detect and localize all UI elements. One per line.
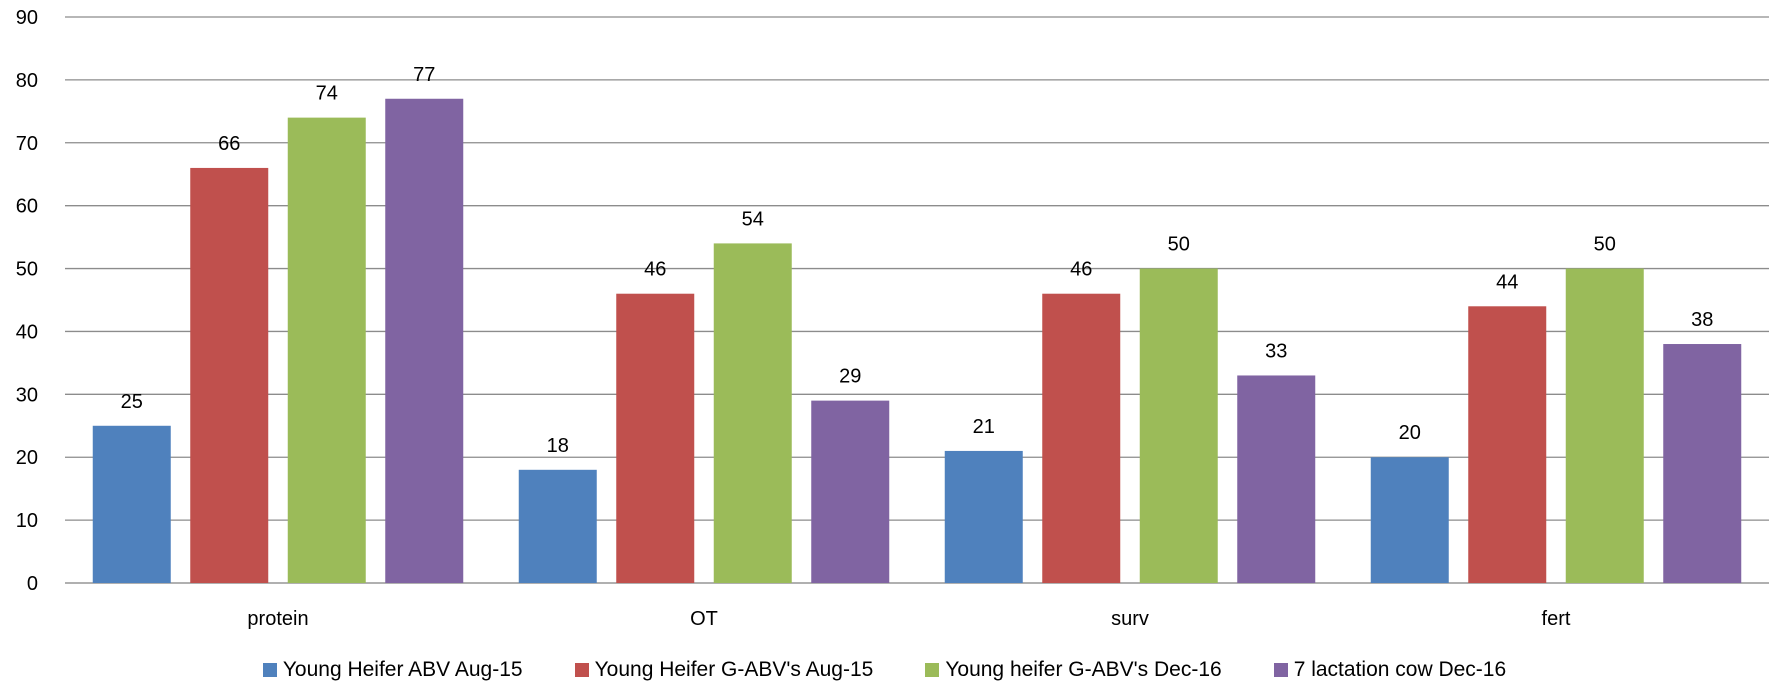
x-tick-label: surv — [1111, 608, 1149, 630]
bar-OT-series-4 — [811, 400, 890, 583]
data-label: 77 — [413, 64, 435, 86]
y-tick-label: 50 — [16, 259, 38, 281]
bar-OT-series-2 — [616, 293, 695, 583]
x-axis-ticks: protein OT surv fert — [247, 608, 1570, 630]
bar-fert-series-3 — [1565, 268, 1644, 583]
chart: 0 10 20 30 40 50 60 70 80 90 25 66 74 77 18 46 54 29 21 46… — [16, 7, 1769, 630]
legend-swatch — [1273, 663, 1288, 677]
bar-fert-series-2 — [1468, 306, 1547, 583]
data-label: 38 — [1691, 309, 1713, 331]
legend: Young Heifer ABV Aug-15 Young Heifer G-AB… — [0, 655, 1769, 685]
legend-item: 7 lactation cow Dec-16 — [1273, 655, 1507, 685]
x-tick-label: fert — [1542, 608, 1571, 630]
y-tick-label: 90 — [16, 7, 38, 29]
bar-surv-series-1 — [944, 450, 1023, 583]
bar-protein-series-2 — [190, 167, 269, 583]
data-label: 33 — [1265, 340, 1287, 362]
legend-label: Young heifer G-ABV's Dec-16 — [945, 658, 1222, 681]
bar-surv-series-2 — [1042, 293, 1121, 583]
data-label: 66 — [218, 133, 240, 155]
bar-OT-series-1 — [518, 469, 597, 583]
data-label: 46 — [644, 259, 666, 281]
x-tick-label: protein — [247, 608, 308, 630]
bar-OT-series-3 — [713, 243, 792, 583]
y-axis-ticks: 0 10 20 30 40 50 60 70 80 90 — [16, 7, 38, 595]
y-tick-label: 0 — [27, 573, 38, 595]
data-label: 54 — [742, 208, 764, 230]
legend-swatch — [574, 663, 589, 677]
y-tick-label: 20 — [16, 447, 38, 469]
x-tick-label: OT — [690, 608, 718, 630]
data-label: 74 — [316, 83, 338, 105]
legend-item: Young Heifer G-ABV's Aug-15 — [574, 655, 874, 685]
data-label: 29 — [839, 366, 861, 388]
legend-item: Young Heifer ABV Aug-15 — [262, 655, 523, 685]
data-label: 18 — [547, 435, 569, 457]
legend-item: Young heifer G-ABV's Dec-16 — [925, 655, 1222, 685]
bar-protein-series-1 — [92, 425, 171, 583]
bar-protein-series-4 — [385, 98, 464, 583]
legend-label: 7 lactation cow Dec-16 — [1293, 658, 1507, 681]
y-tick-label: 70 — [16, 133, 38, 155]
y-tick-label: 60 — [16, 196, 38, 218]
data-label: 25 — [121, 391, 143, 413]
bar-fert-series-4 — [1663, 344, 1742, 583]
data-label: 20 — [1399, 422, 1421, 444]
bar-surv-series-4 — [1237, 375, 1316, 583]
data-label: 50 — [1594, 234, 1616, 256]
bars — [92, 98, 1742, 583]
bar-surv-series-3 — [1139, 268, 1218, 583]
bar-protein-series-3 — [287, 117, 366, 583]
y-tick-label: 80 — [16, 70, 38, 92]
y-tick-label: 30 — [16, 384, 38, 406]
y-tick-label: 40 — [16, 321, 38, 343]
legend-swatch — [925, 663, 940, 677]
data-label: 44 — [1496, 271, 1518, 293]
legend-swatch — [262, 663, 277, 677]
data-label: 46 — [1070, 259, 1092, 281]
data-labels: 25 66 74 77 18 46 54 29 21 46 50 33 20 44 50 38 — [121, 64, 1714, 457]
y-tick-label: 10 — [16, 510, 38, 532]
legend-label: Young Heifer ABV Aug-15 — [282, 658, 523, 681]
data-label: 50 — [1168, 234, 1190, 256]
bar-fert-series-1 — [1370, 457, 1449, 583]
legend-label: Young Heifer G-ABV's Aug-15 — [594, 658, 874, 681]
data-label: 21 — [973, 416, 995, 438]
